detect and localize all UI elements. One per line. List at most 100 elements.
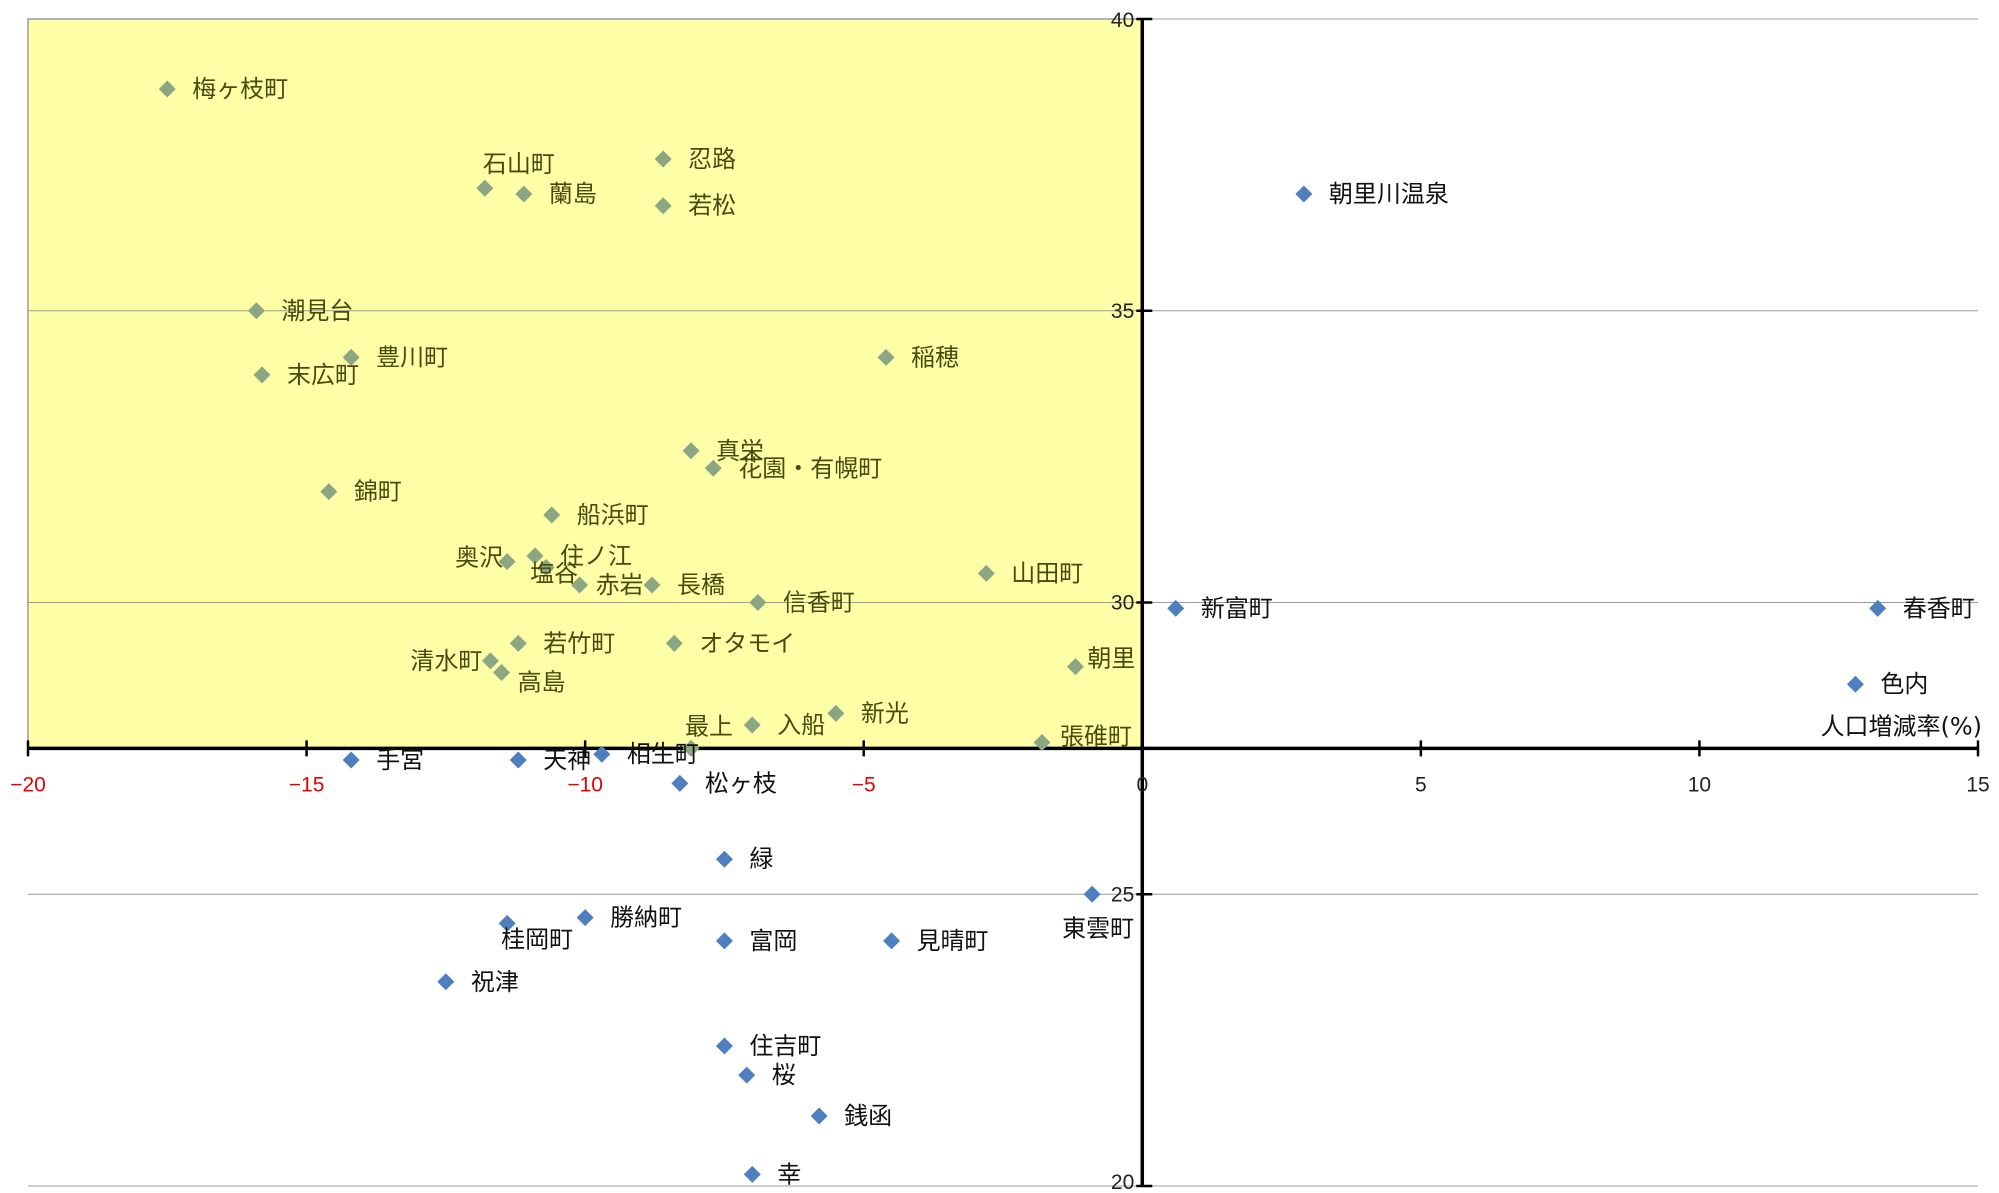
point-label: 朝里 bbox=[1087, 645, 1135, 673]
point-label: 豊川町 bbox=[376, 343, 448, 371]
data-point bbox=[1295, 185, 1313, 203]
point-label: 真栄 bbox=[716, 437, 764, 465]
data-point bbox=[493, 664, 511, 682]
point-label: 錦町 bbox=[354, 478, 402, 506]
data-point bbox=[1033, 734, 1051, 752]
data-point bbox=[1167, 599, 1185, 617]
point-label: オタモイ bbox=[699, 629, 795, 657]
point-label: 緑 bbox=[749, 845, 773, 873]
point-label: 蘭島 bbox=[549, 180, 597, 208]
data-point bbox=[593, 745, 611, 763]
data-point bbox=[715, 1037, 733, 1055]
data-point bbox=[509, 751, 527, 769]
data-point bbox=[1846, 675, 1864, 693]
data-point bbox=[543, 506, 561, 524]
point-label: 若竹町 bbox=[543, 629, 615, 657]
data-point bbox=[715, 850, 733, 868]
point-label: 住吉町 bbox=[749, 1032, 821, 1060]
point-label: 船浜町 bbox=[577, 501, 649, 529]
x-tick-label: 15 bbox=[1966, 773, 1989, 796]
data-point bbox=[481, 652, 499, 670]
point-label: 信香町 bbox=[783, 589, 855, 617]
point-label: 天神 bbox=[543, 746, 591, 774]
point-label: 相生町 bbox=[627, 740, 699, 768]
x-tick-label: −15 bbox=[289, 773, 325, 796]
point-label: 奥沢 bbox=[455, 544, 503, 572]
data-point bbox=[665, 634, 683, 652]
point-label: 長橋 bbox=[677, 571, 725, 599]
point-label: 桂岡町 bbox=[501, 925, 573, 953]
data-point bbox=[810, 1107, 828, 1125]
data-point bbox=[526, 547, 544, 565]
data-point bbox=[715, 932, 733, 950]
point-label: 桜 bbox=[772, 1061, 796, 1089]
data-point bbox=[515, 185, 533, 203]
data-point bbox=[498, 553, 516, 571]
point-label: 新富町 bbox=[1201, 594, 1273, 622]
x-tick-label: 10 bbox=[1688, 773, 1711, 796]
data-point bbox=[827, 704, 845, 722]
point-label: 富岡 bbox=[749, 927, 797, 955]
data-point bbox=[654, 150, 672, 168]
point-label: 山田町 bbox=[1011, 559, 1083, 587]
data-point bbox=[877, 348, 895, 366]
x-axis-title: 人口増減率(%) bbox=[1820, 712, 1982, 740]
y-tick-label: 20 bbox=[1111, 1171, 1134, 1193]
x-tick-label: −20 bbox=[10, 773, 46, 796]
x-tick-label: 5 bbox=[1415, 773, 1427, 796]
point-label: 朝里川温泉 bbox=[1329, 180, 1449, 208]
data-point bbox=[158, 80, 176, 98]
data-point bbox=[1066, 658, 1084, 676]
point-label: 勝納町 bbox=[610, 904, 682, 932]
point-label: 塩谷 bbox=[530, 559, 578, 587]
data-point bbox=[509, 634, 527, 652]
point-label: 住ノ江 bbox=[560, 542, 632, 570]
point-label: 最上 bbox=[685, 712, 733, 740]
data-point bbox=[342, 751, 360, 769]
data-point bbox=[253, 366, 271, 384]
y-tick-label: 25 bbox=[1111, 883, 1134, 906]
point-label: 銭函 bbox=[844, 1102, 892, 1130]
data-point bbox=[1083, 885, 1101, 903]
y-tick-label: 40 bbox=[1111, 9, 1134, 32]
point-label: 梅ヶ枝町 bbox=[192, 75, 288, 103]
x-tick-label: −10 bbox=[567, 773, 603, 796]
data-point bbox=[476, 179, 494, 197]
gridlines bbox=[28, 18, 1978, 1187]
data-point bbox=[320, 483, 338, 501]
point-label: 石山町 bbox=[483, 150, 555, 178]
data-point bbox=[498, 914, 516, 932]
data-point bbox=[749, 594, 767, 611]
data-point bbox=[682, 739, 700, 757]
point-label: 幸 bbox=[777, 1160, 801, 1188]
data-point bbox=[571, 576, 589, 594]
point-label: 新光 bbox=[861, 699, 909, 727]
data-point bbox=[537, 558, 555, 576]
data-point bbox=[342, 348, 360, 366]
data-point bbox=[654, 197, 672, 215]
y-tick-label: 35 bbox=[1111, 300, 1134, 323]
point-label: 色内 bbox=[1880, 670, 1928, 698]
data-point bbox=[671, 774, 689, 792]
data-point bbox=[576, 909, 594, 927]
point-label: 潮見台 bbox=[281, 297, 353, 325]
x-tick-label: 0 bbox=[1136, 773, 1148, 796]
point-label: 手宮 bbox=[376, 746, 424, 774]
point-label: 春香町 bbox=[1903, 594, 1975, 622]
data-point bbox=[977, 564, 995, 582]
point-label: 入船 bbox=[777, 711, 825, 739]
point-label: 末広町 bbox=[287, 361, 359, 389]
highlight-quadrant bbox=[27, 18, 1144, 750]
data-point bbox=[437, 973, 455, 991]
y-tick-label: 30 bbox=[1111, 592, 1134, 615]
data-point bbox=[883, 932, 901, 950]
x-tick-label: −5 bbox=[852, 773, 876, 796]
tick-labels: −20 −15 −10 −5 0 5 10 15 20 25 30 35 40 bbox=[10, 9, 1989, 1193]
point-label: 清水町 bbox=[410, 647, 482, 675]
point-label: 忍路 bbox=[688, 145, 736, 173]
point-label: 赤岩 bbox=[596, 571, 644, 599]
data-point bbox=[643, 576, 661, 594]
point-label: 稲穂 bbox=[911, 343, 959, 371]
